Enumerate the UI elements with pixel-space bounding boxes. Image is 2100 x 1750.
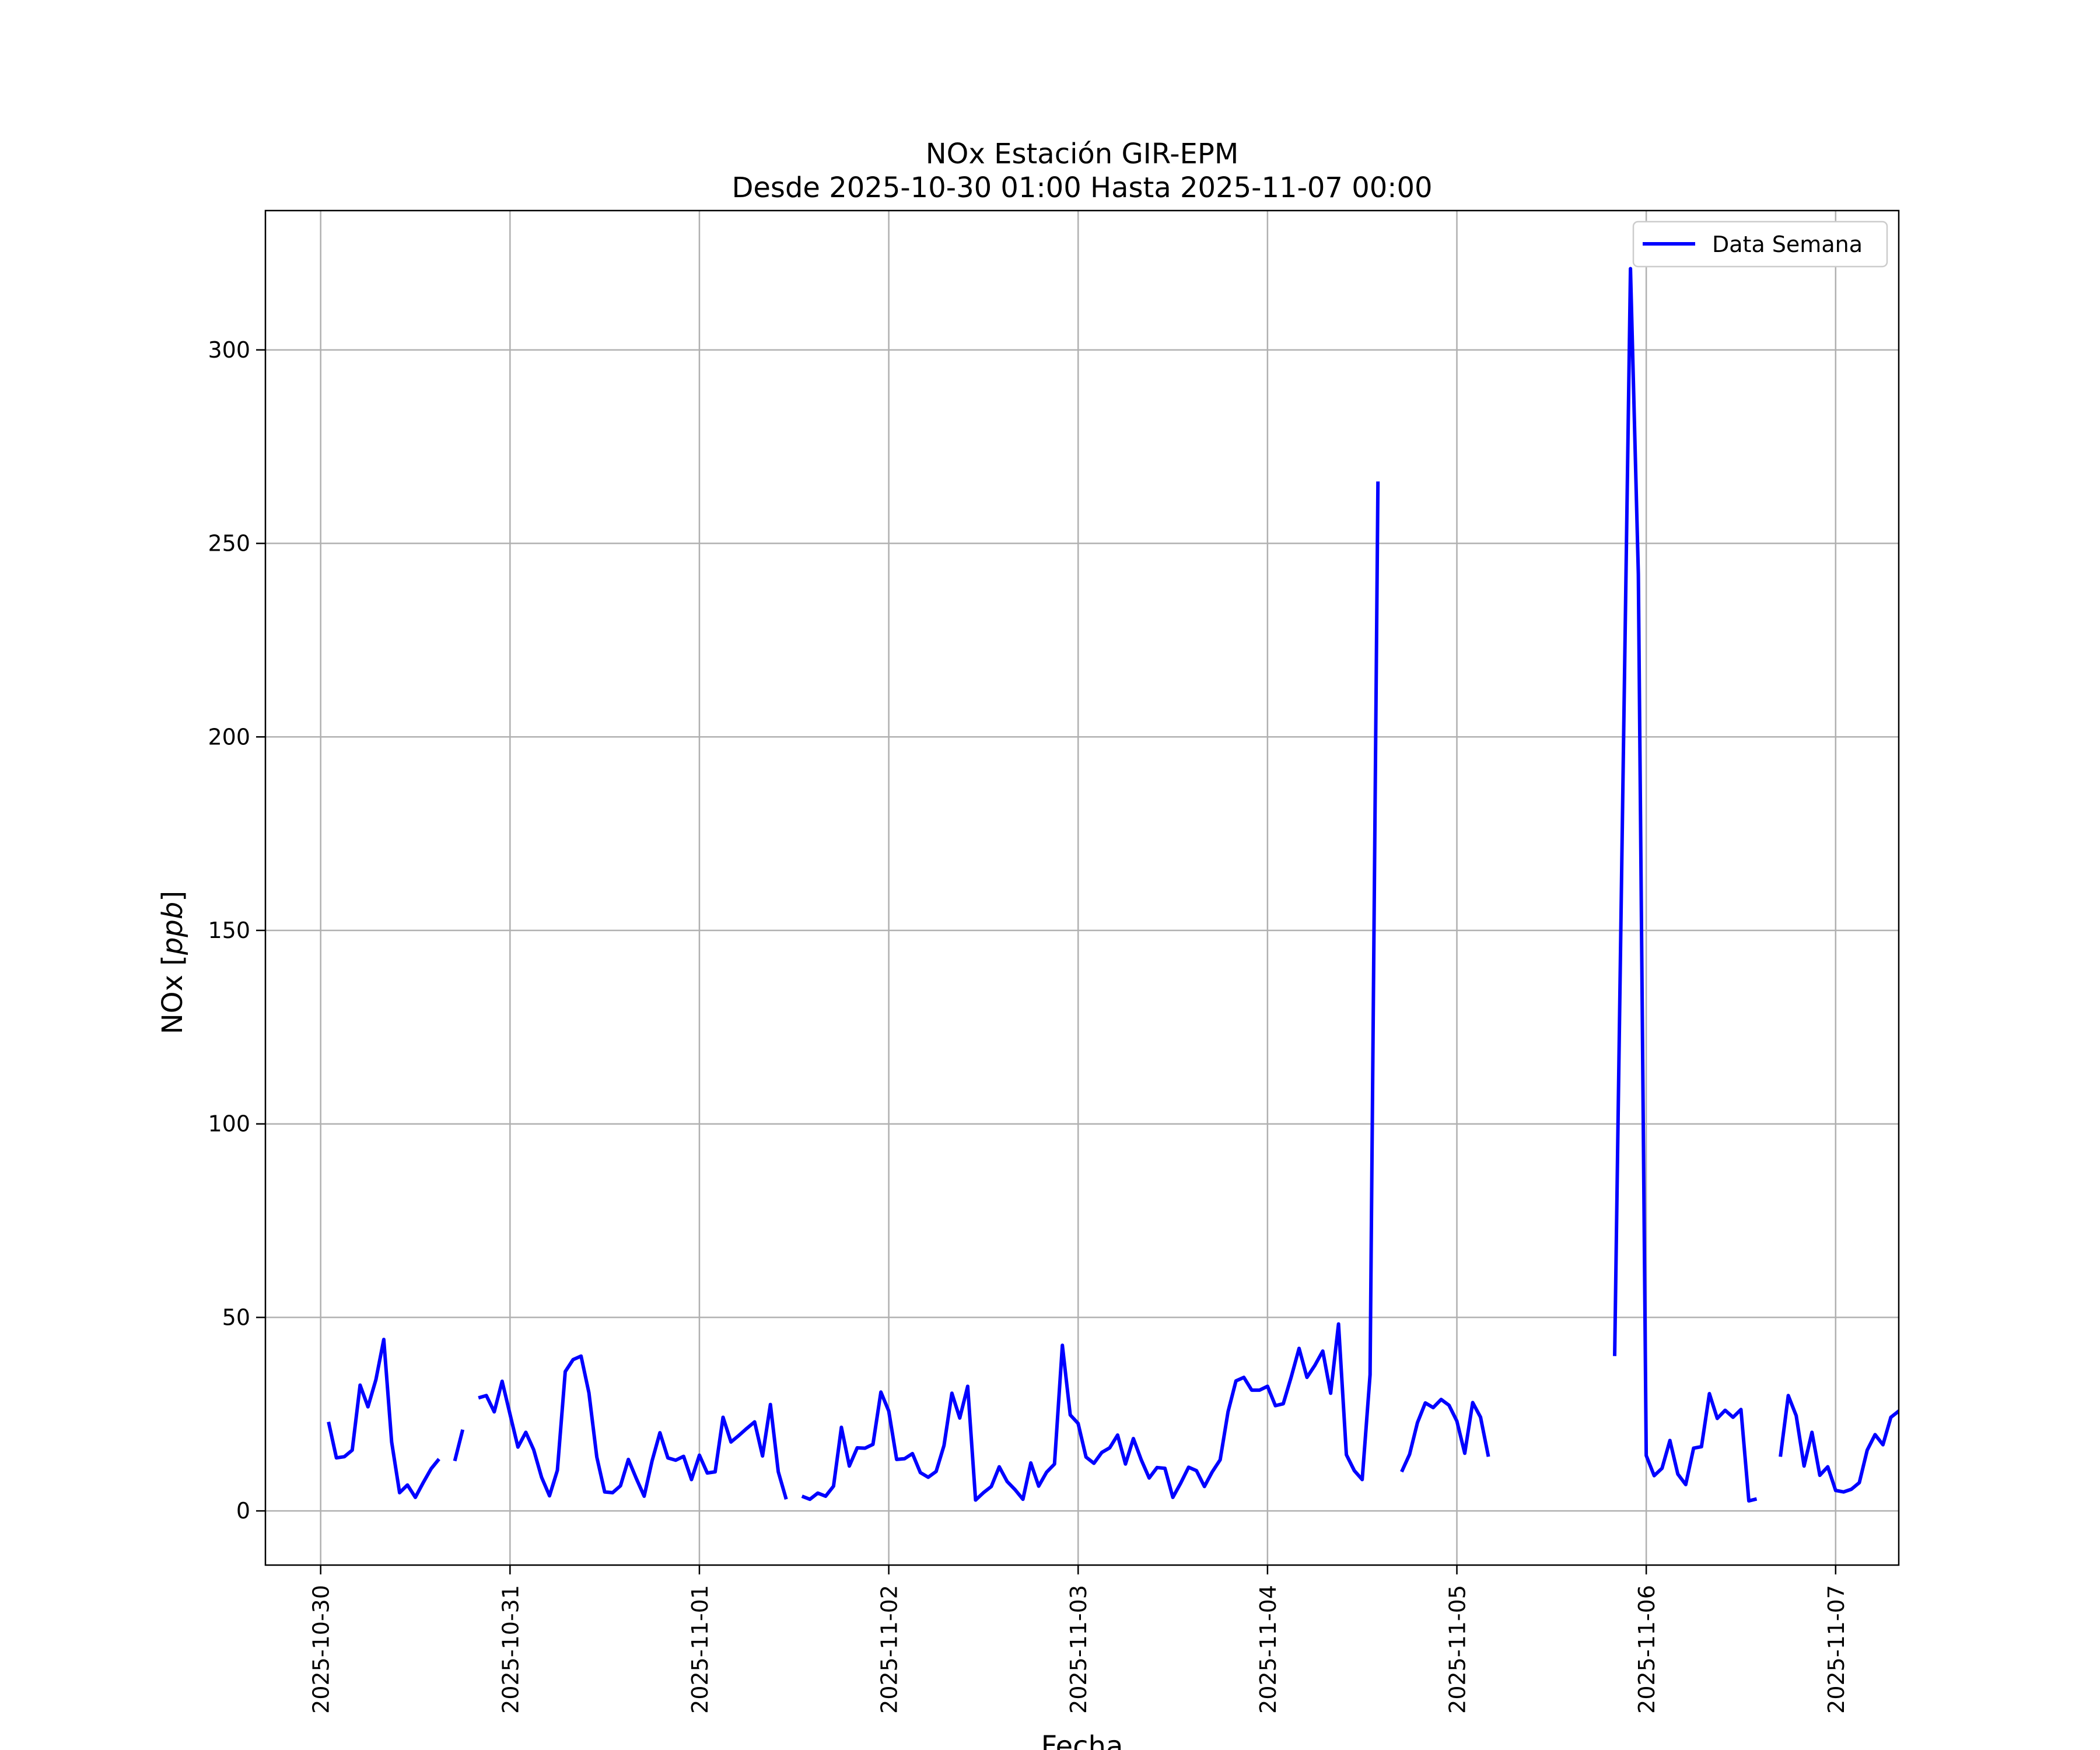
series-line-segment	[1400, 1398, 1490, 1473]
x-tick-label: 2025-10-30	[309, 1585, 334, 1714]
y-tick-label: 300	[208, 337, 250, 363]
x-tick-label: 2025-11-02	[877, 1585, 902, 1714]
y-axis-label-prefix: NOx [	[156, 955, 189, 1034]
y-tick-label: 250	[208, 531, 250, 556]
legend-box	[1632, 220, 1888, 268]
series-line-segment	[1613, 267, 1758, 1503]
y-tick-label: 150	[208, 918, 250, 943]
y-tick-label: 100	[208, 1111, 250, 1137]
series-line-segment	[1779, 1394, 1899, 1494]
x-tick-label: 2025-11-03	[1066, 1585, 1091, 1714]
plot-frame	[264, 209, 1900, 1566]
series-layer	[327, 267, 1899, 1503]
y-axis-label-suffix: ]	[156, 891, 189, 902]
series-line-segment	[801, 481, 1380, 1502]
grid	[265, 211, 1899, 1565]
y-tick-label: 0	[236, 1498, 250, 1524]
x-tick-label: 2025-11-04	[1255, 1585, 1281, 1714]
y-axis: 0 50 100 150 200 250 300	[208, 337, 265, 1524]
legend: Data Semana	[1632, 220, 1888, 268]
y-tick-label: 200	[208, 724, 250, 750]
y-axis-label: NOx [ppb]	[156, 891, 189, 1034]
x-tick-label: 2025-11-05	[1445, 1585, 1471, 1714]
y-tick-label: 50	[222, 1304, 250, 1330]
legend-label: Data Semana	[1712, 232, 1863, 257]
y-axis-label-unit: ppb	[156, 902, 189, 956]
series-line-segment	[478, 1354, 788, 1500]
x-tick-label: 2025-10-31	[498, 1585, 523, 1714]
series-line-segment	[327, 1338, 440, 1499]
x-axis: 2025-10-30 2025-10-31 2025-11-01 2025-11-02…	[309, 1565, 1849, 1714]
x-tick-label: 2025-11-07	[1824, 1585, 1849, 1714]
chart-subtitle: Desde 2025-10-30 01:00 Hasta 2025-11-07 …	[732, 172, 1432, 204]
x-tick-label: 2025-11-01	[687, 1585, 713, 1714]
series-line-segment	[453, 1429, 465, 1462]
x-axis-label: Fecha	[1041, 1730, 1124, 1750]
chart-title: NOx Estación GIR-EPM	[926, 138, 1238, 170]
x-tick-label: 2025-11-06	[1634, 1585, 1660, 1714]
